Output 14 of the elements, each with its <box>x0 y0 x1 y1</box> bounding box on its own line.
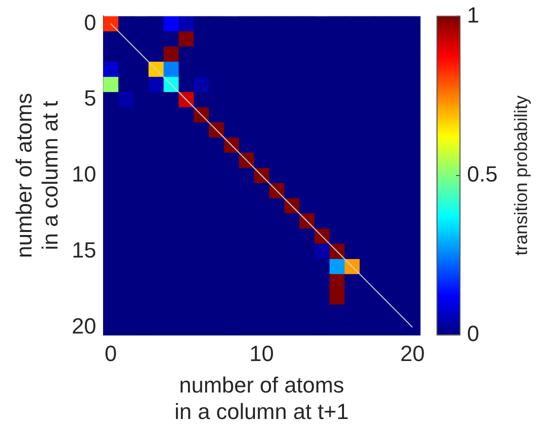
color-bar-title: transition probability <box>510 95 531 256</box>
y-tick-label: 0 <box>84 10 96 35</box>
color-bar-label: 1 <box>467 2 480 28</box>
y-tick-label: 15 <box>72 237 96 262</box>
color-bar-label: 0 <box>467 320 480 346</box>
x-tick-label: 0 <box>104 341 117 366</box>
y-axis-title: number of atoms in a column at t <box>11 92 63 258</box>
y-tick-label: 20 <box>72 313 96 338</box>
x-tick-label: 20 <box>400 341 425 366</box>
x-axis-title: number of atoms in a column at t+1 <box>174 372 349 424</box>
y-tick-label: 10 <box>72 162 96 187</box>
y-tick-label: 5 <box>84 86 96 111</box>
color-bar-label: 0.5 <box>467 162 498 187</box>
x-tick-label: 10 <box>249 341 274 366</box>
